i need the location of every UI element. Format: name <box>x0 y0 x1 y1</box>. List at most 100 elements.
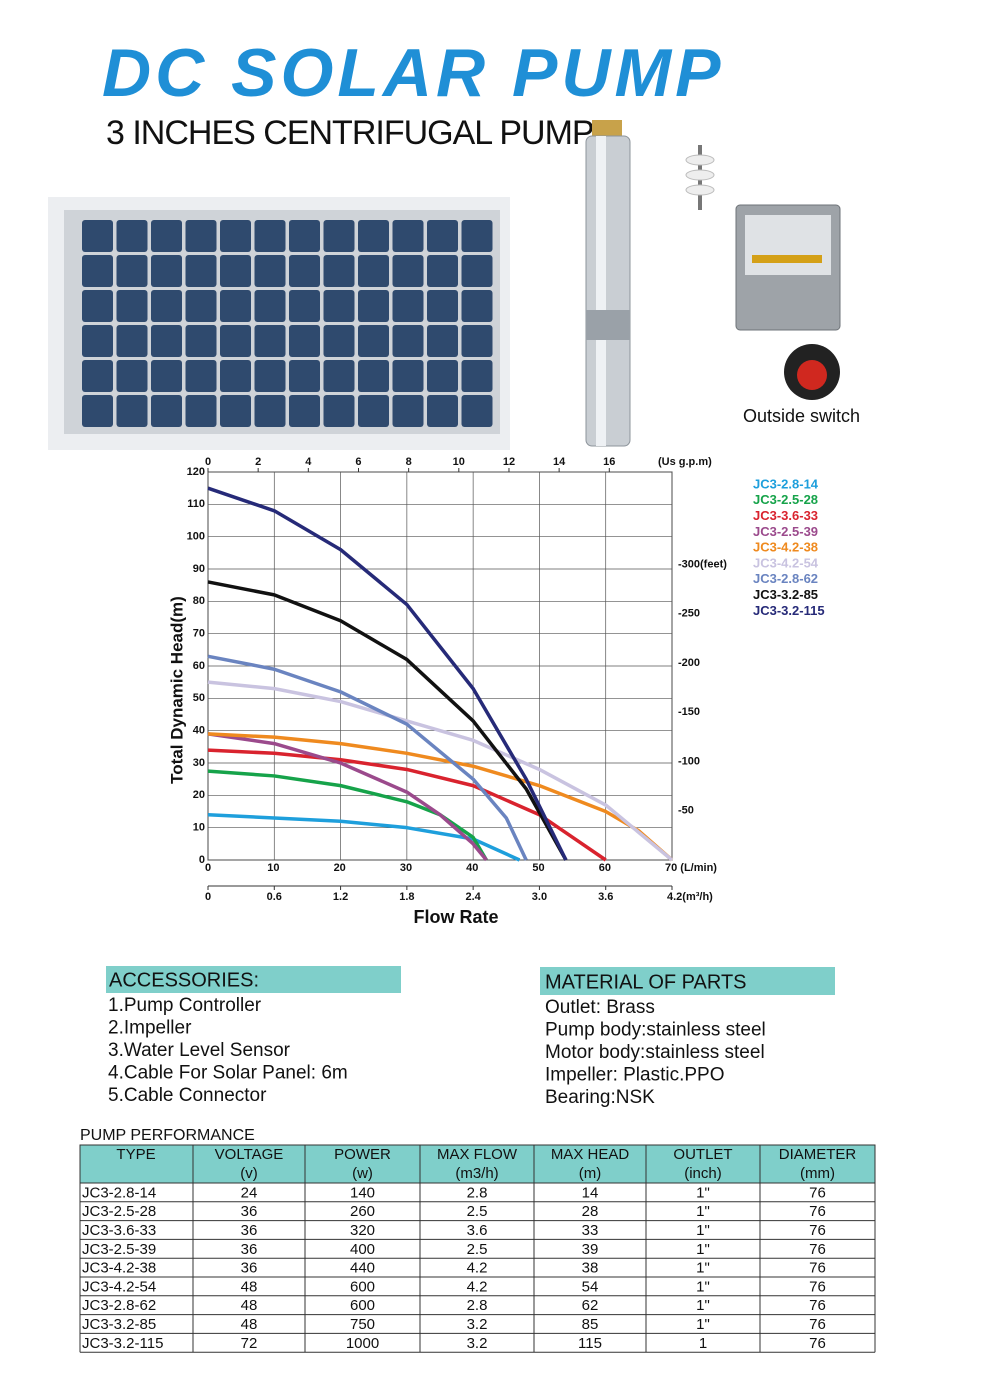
list-item: Outlet: Brass <box>545 997 655 1018</box>
column-header: VOLTAGE <box>215 1146 284 1163</box>
x2-tick-label: 0 <box>205 456 211 468</box>
y-tick-label: 100 <box>187 531 205 543</box>
legend-entry: JC3-4.2-54 <box>753 555 819 570</box>
legend-entry: JC3-2.5-28 <box>753 492 818 507</box>
list-item: Motor body:stainless steel <box>545 1042 765 1063</box>
y-tick-label: 60 <box>193 660 205 672</box>
x2-tick-label: 2 <box>255 456 261 468</box>
legend-entry: JC3-3.2-85 <box>753 587 818 602</box>
table-cell: 260 <box>350 1203 375 1220</box>
x2-tick-label: 10 <box>453 456 465 468</box>
x-tick-label: 60 <box>599 862 611 874</box>
solar-panel-image <box>48 197 510 450</box>
y-tick-label: 110 <box>187 498 205 510</box>
x3-tick-label: 1.2 <box>333 891 348 903</box>
legend-entry: JC3-3.2-115 <box>753 603 825 618</box>
y2-tick-label: -100 <box>678 755 700 767</box>
table-cell: 76 <box>809 1241 826 1258</box>
x2-tick-label: 12 <box>503 456 515 468</box>
table-cell: 600 <box>350 1278 375 1295</box>
section-band <box>540 967 835 995</box>
list-item: 3.Water Level Sensor <box>108 1040 291 1061</box>
table-cell: 2.8 <box>467 1184 488 1201</box>
table-cell: 85 <box>582 1316 599 1333</box>
list-item: Impeller: Plastic.PPO <box>545 1065 725 1086</box>
list-item: Bearing:NSK <box>545 1087 655 1108</box>
curve <box>207 486 568 861</box>
table-cell: 24 <box>241 1184 258 1201</box>
table-cell: 1000 <box>346 1335 379 1352</box>
legend-entry: JC3-3.6-33 <box>753 508 818 523</box>
x2-tick-label: 4 <box>305 456 312 468</box>
x-tick-label: 0 <box>205 862 211 874</box>
table-cell: 38 <box>582 1260 599 1277</box>
x-axis-label: Flow Rate <box>413 907 498 927</box>
y-tick-label: 50 <box>193 692 205 704</box>
y2-tick-label: -200 <box>678 657 700 669</box>
table-cell: JC3-2.5-39 <box>82 1241 156 1258</box>
y2-tick-label: -250 <box>678 608 700 620</box>
table-cell: 1" <box>696 1241 710 1258</box>
x3-tick-label: 3.6 <box>598 891 613 903</box>
table-cell: 2.5 <box>467 1203 488 1220</box>
table-cell: 48 <box>241 1297 258 1314</box>
title: DC SOLAR PUMP <box>102 35 724 111</box>
x-tick-label: 50 <box>532 862 544 874</box>
table-cell: 36 <box>241 1260 258 1277</box>
table-cell: 54 <box>582 1278 599 1295</box>
list-item: 1.Pump Controller <box>108 995 262 1016</box>
table-cell: 140 <box>350 1184 375 1201</box>
table-cell: 28 <box>582 1203 599 1220</box>
table-cell: 1" <box>696 1297 710 1314</box>
legend-entry: JC3-2.5-39 <box>753 524 818 539</box>
column-header: MAX HEAD <box>551 1146 630 1163</box>
table-cell: JC3-4.2-38 <box>82 1260 156 1277</box>
table-cell: 72 <box>241 1335 258 1352</box>
table-cell: 1" <box>696 1316 710 1333</box>
list-item: 2.Impeller <box>108 1018 192 1039</box>
curve <box>207 654 528 861</box>
curve <box>207 732 488 862</box>
curve <box>207 769 488 861</box>
table-cell: JC3-2.5-28 <box>82 1203 156 1220</box>
table-cell: 2.5 <box>467 1241 488 1258</box>
table-cell: 76 <box>809 1222 826 1239</box>
table-cell: 2.8 <box>467 1297 488 1314</box>
table-cell: 62 <box>582 1297 599 1314</box>
x3-tick-label: 3.0 <box>532 891 547 903</box>
list-item: 5.Cable Connector <box>108 1085 267 1106</box>
table-cell: 440 <box>350 1260 375 1277</box>
table-cell: 36 <box>241 1241 258 1258</box>
y2-tick-label: -50 <box>678 805 694 817</box>
table-cell: 36 <box>241 1203 258 1220</box>
table-cell: 115 <box>578 1335 602 1352</box>
curve <box>207 680 674 862</box>
table-cell: 1" <box>696 1184 710 1201</box>
table-cell: 320 <box>350 1222 375 1239</box>
x3-tick-label: 1.8 <box>399 891 414 903</box>
x-tick-label: 30 <box>400 862 412 874</box>
column-unit: (m3/h) <box>455 1165 498 1182</box>
list-item: Pump body:stainless steel <box>545 1020 766 1041</box>
curve <box>207 812 521 862</box>
y-tick-label: 40 <box>193 725 205 737</box>
table-cell: 3.6 <box>467 1222 488 1239</box>
arrester-image <box>685 145 715 210</box>
table-cell: 1" <box>696 1222 710 1239</box>
table-cell: 76 <box>809 1316 826 1333</box>
column-header: TYPE <box>116 1146 155 1163</box>
pump-image <box>585 120 631 447</box>
table-cell: 3.2 <box>467 1316 488 1333</box>
section-title: MATERIAL OF PARTS <box>545 971 747 993</box>
x2-tick-label: 8 <box>406 456 412 468</box>
column-header: OUTLET <box>673 1146 732 1163</box>
table-cell: 39 <box>582 1241 599 1258</box>
column-unit: (inch) <box>684 1165 722 1182</box>
performance-table: TYPE VOLTAGE (v) POWER (w) MAX FLOW (m3/h) MAX … <box>79 1144 876 1353</box>
column-unit: (m) <box>579 1165 602 1182</box>
chart: 0 10 20 30 40 50 60 70 (L/min)01020304050607080… <box>187 456 825 903</box>
table-cell: 3.2 <box>467 1335 488 1352</box>
y-tick-label: 90 <box>193 563 205 575</box>
table-cell: 600 <box>350 1297 375 1314</box>
